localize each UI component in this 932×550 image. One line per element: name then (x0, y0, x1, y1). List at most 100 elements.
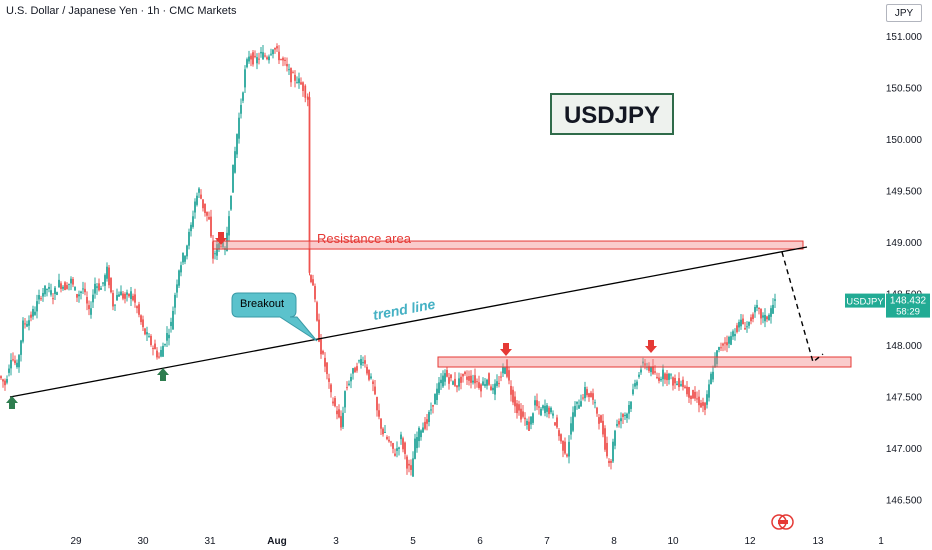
candle-body (718, 347, 720, 351)
candle-body (422, 427, 424, 433)
candle-body (746, 326, 748, 328)
candle-body (466, 376, 468, 380)
candle-body (294, 74, 296, 81)
candle-body (698, 396, 700, 406)
candle-body (596, 407, 598, 414)
candle-body (278, 51, 280, 61)
candle-body (474, 375, 476, 384)
candle-body (256, 57, 258, 64)
time-tick-label: 10 (667, 536, 679, 547)
candle-body (394, 453, 396, 456)
candle-body (448, 377, 450, 384)
candle-body (528, 421, 530, 431)
candle-body (288, 69, 290, 71)
candle-body (542, 405, 544, 409)
candle-body (214, 253, 216, 255)
candle-body (452, 381, 454, 385)
candle-body (620, 418, 622, 422)
candle-body (550, 407, 552, 413)
candle-body (238, 117, 240, 139)
candle-body (734, 334, 736, 337)
candle-body (338, 409, 340, 418)
candle-body (682, 379, 684, 387)
candle-body (62, 286, 64, 289)
candle-body (612, 441, 614, 462)
candle-body (606, 442, 608, 457)
candle-body (186, 245, 188, 257)
candle-body (724, 342, 726, 344)
candle-body (362, 362, 364, 364)
candle-body (384, 431, 386, 433)
candle-body (530, 416, 532, 425)
candle-body (168, 334, 170, 339)
candle-body (476, 381, 478, 383)
candle-body (376, 397, 378, 411)
candle-body (504, 367, 506, 374)
candle-body (532, 413, 534, 423)
candle-body (138, 304, 140, 315)
currency-badge[interactable]: JPY (886, 4, 922, 22)
candle-body (402, 438, 404, 450)
candle-body (90, 308, 92, 315)
candle-body (122, 293, 124, 299)
price-tick-label: 151.000 (886, 32, 923, 43)
candle-body (520, 408, 522, 420)
breakout-callout-label: Breakout (240, 298, 284, 310)
candle-body (74, 286, 76, 291)
candle-body (310, 275, 312, 282)
candle-body (624, 414, 626, 416)
chart-header-title: U.S. Dollar / Japanese Yen · 1h · CMC Ma… (6, 5, 237, 17)
candle-body (678, 378, 680, 388)
candle-body (534, 400, 536, 406)
candle-body (40, 298, 42, 300)
candle-body (522, 411, 524, 417)
candles-layer (0, 43, 776, 477)
countdown-label: 58:29 (896, 307, 920, 318)
candle-body (764, 314, 766, 322)
candle-body (648, 365, 650, 371)
candle-body (264, 55, 266, 57)
candle-body (690, 395, 692, 400)
candle-body (92, 294, 94, 303)
candle-body (192, 216, 194, 227)
candle-body (458, 378, 460, 387)
candle-body (578, 405, 580, 409)
candle-body (128, 293, 130, 297)
candle-body (328, 378, 330, 382)
time-tick-label: 8 (611, 536, 617, 547)
candle-body (0, 376, 2, 379)
candle-body (628, 404, 630, 414)
candle-body (676, 383, 678, 386)
candle-body (566, 454, 568, 457)
candle-body (330, 384, 332, 393)
usdjpy-title-label: USDJPY (564, 102, 660, 129)
candle-body (656, 376, 658, 378)
candle-body (500, 376, 502, 378)
symbol-price-badge-label: USDJPY (846, 297, 884, 308)
candle-body (24, 323, 26, 325)
candle-body (388, 439, 390, 442)
candle-body (714, 357, 716, 367)
candle-body (350, 376, 352, 382)
candle-body (568, 441, 570, 457)
candle-body (194, 201, 196, 213)
candle-body (406, 456, 408, 469)
candle-body (120, 291, 122, 296)
candle-body (434, 394, 436, 405)
candle-body (544, 405, 546, 414)
candle-body (548, 407, 550, 415)
candle-body (48, 286, 50, 289)
candle-body (722, 343, 724, 346)
candle-body (184, 256, 186, 262)
candle-body (332, 401, 334, 404)
candle-body (110, 277, 112, 293)
candle-body (726, 342, 728, 346)
current-price-label: 148.432 (890, 296, 927, 307)
candle-body (390, 441, 392, 443)
candle-body (440, 379, 442, 384)
candle-body (170, 321, 172, 327)
tradingview-logo-icon (771, 514, 794, 530)
candle-body (202, 199, 204, 209)
candle-body (266, 57, 268, 60)
